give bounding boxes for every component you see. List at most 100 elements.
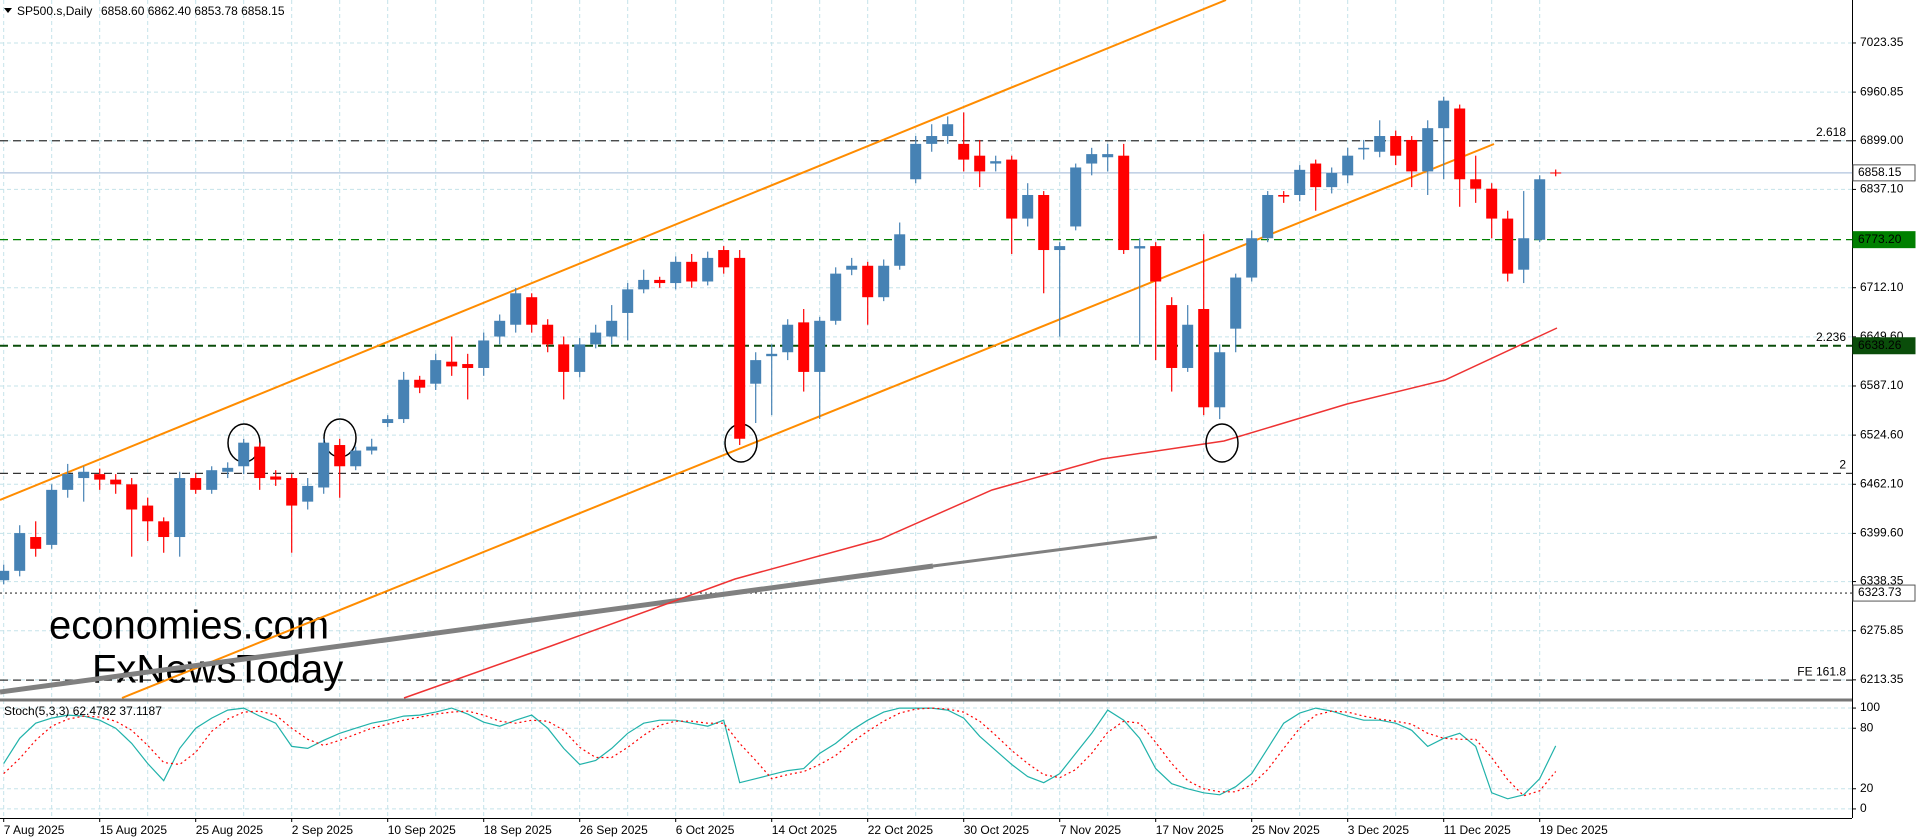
level-label: FE 161.8 (1797, 664, 1846, 678)
x-tick-label: 25 Nov 2025 (1252, 823, 1320, 837)
candle-body (670, 261, 682, 284)
x-tick-label: 25 Aug 2025 (196, 823, 264, 837)
price-tag (1852, 584, 1916, 602)
candle-body (142, 505, 154, 522)
candle-body (1070, 167, 1082, 227)
candle-body (302, 485, 314, 502)
candle-body (1134, 246, 1146, 249)
ellipse (1205, 423, 1239, 463)
chart-title: SP500.s,Daily (17, 4, 92, 18)
price-tag-label: 6323.73 (1858, 585, 1902, 599)
candle-body (430, 360, 442, 384)
channel-upper (0, 0, 1227, 501)
candle-body (1198, 309, 1210, 408)
candle-body (222, 467, 234, 472)
price-tag-label: 6638.26 (1858, 338, 1902, 352)
price-tag (1852, 337, 1916, 355)
x-tick-label: 14 Oct 2025 (772, 823, 838, 837)
y-tick-label: 80 (1860, 720, 1874, 734)
candle-body (1342, 155, 1354, 176)
candle-body (94, 474, 106, 480)
candle-body (174, 478, 186, 538)
y-tick-label: 20 (1860, 781, 1874, 795)
drawings (0, 0, 1558, 699)
candle-body (1182, 324, 1194, 368)
candle-body (1166, 305, 1178, 368)
candle-body (654, 279, 666, 284)
y-tick-label: 0 (1860, 801, 1867, 815)
candle-body (382, 419, 394, 424)
trendline (0, 563, 934, 695)
candle-body (846, 265, 858, 270)
candle-body (478, 340, 490, 368)
price-tag-label: 6858.15 (1858, 165, 1902, 179)
y-tick-label: 6338.35 (1860, 574, 1904, 588)
menu-arrow[interactable] (4, 8, 12, 13)
candle-body (782, 324, 794, 353)
candle-body (318, 442, 330, 488)
indicator-title: Stoch(5,3,3) 62.4782 37.1187 (4, 704, 162, 718)
x-tick-label: 6 Oct 2025 (676, 823, 735, 837)
x-tick-label: 19 Dec 2025 (1540, 823, 1608, 837)
x-tick-label: 2 Sep 2025 (292, 823, 354, 837)
indicator-line (3, 707, 1557, 797)
candle-body (1118, 155, 1130, 251)
candle-body (558, 344, 570, 372)
x-tick-label: 15 Aug 2025 (100, 823, 168, 837)
candle-body (286, 478, 298, 506)
candle-body (1422, 128, 1434, 172)
candle-body (1438, 100, 1450, 129)
grid (0, 0, 1852, 818)
candle-body (766, 353, 778, 357)
y-tick-label: 100 (1860, 700, 1880, 714)
candle-body (1310, 163, 1322, 188)
price-tag (1852, 164, 1916, 182)
candle-body (1486, 188, 1498, 219)
moving-average (403, 327, 1558, 699)
candle-body (1502, 218, 1514, 274)
candle-body (206, 470, 218, 490)
candle-body (910, 143, 922, 180)
candle-body (974, 155, 986, 172)
y-tick-label: 6399.60 (1860, 526, 1904, 540)
candle-body (814, 320, 826, 372)
candle-body (1390, 136, 1402, 156)
candle-body (1022, 194, 1034, 219)
candle-body (862, 265, 874, 298)
trendline (932, 535, 1158, 568)
candle-body (62, 474, 74, 490)
candle-body (590, 332, 602, 345)
candle-body (238, 442, 250, 467)
candle-body (1102, 154, 1114, 158)
price-tag (1852, 231, 1916, 249)
candle-body (190, 478, 202, 490)
candle-body (1038, 194, 1050, 251)
y-tick-label: 6462.10 (1860, 476, 1904, 490)
x-tick-label: 30 Oct 2025 (964, 823, 1030, 837)
candle-body (638, 279, 650, 290)
candle-body (398, 379, 410, 420)
x-tick-label: 11 Dec 2025 (1444, 823, 1511, 837)
candle-body (510, 293, 522, 325)
candle-body (1150, 246, 1162, 282)
x-tick-label: 17 Nov 2025 (1156, 823, 1224, 837)
candle-body (606, 320, 618, 337)
indicator-line (3, 707, 1557, 800)
y-tick-label: 6587.10 (1860, 378, 1904, 392)
candle-body (110, 479, 122, 485)
candle-body (926, 136, 938, 144)
candle-body (958, 143, 970, 160)
candle-body (798, 322, 810, 372)
candle-body (1294, 169, 1306, 195)
y-tick-label: 6899.00 (1860, 133, 1904, 147)
candle-body (990, 161, 1002, 164)
candle-body (0, 570, 10, 581)
candle-body (270, 476, 282, 480)
price-tag-label: 6773.20 (1858, 232, 1902, 246)
candle-body (1326, 172, 1338, 188)
level-label: 2 (1839, 458, 1846, 472)
x-tick-label: 18 Sep 2025 (484, 823, 552, 837)
candle-body (1006, 159, 1018, 219)
